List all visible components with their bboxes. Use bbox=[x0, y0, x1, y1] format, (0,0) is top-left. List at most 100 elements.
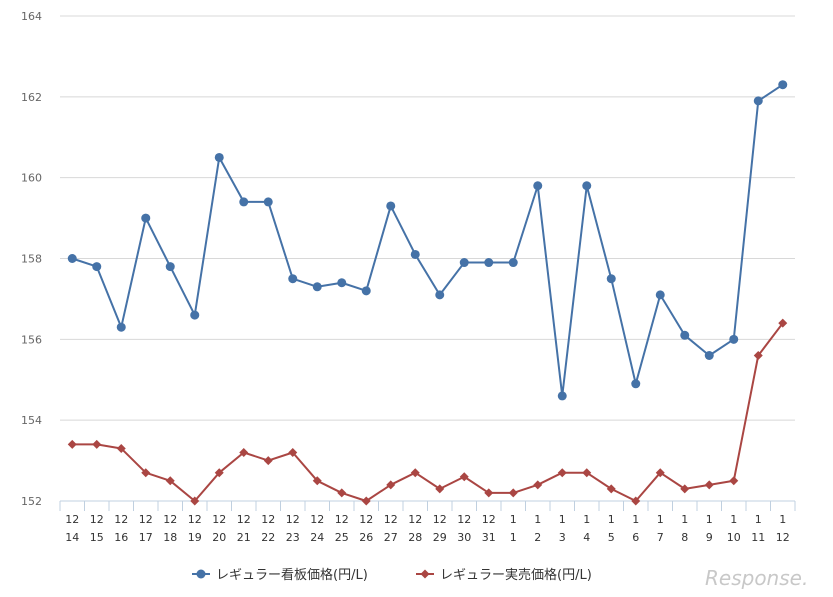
series-2 bbox=[67, 318, 788, 506]
data-point bbox=[165, 262, 175, 272]
data-point bbox=[214, 468, 224, 478]
data-point bbox=[484, 488, 494, 498]
data-point bbox=[680, 330, 690, 340]
data-point bbox=[508, 258, 518, 268]
data-point bbox=[141, 213, 151, 223]
x-tick-label: 12 18 bbox=[163, 513, 177, 544]
data-point bbox=[557, 468, 567, 478]
x-tick-label: 12 30 bbox=[457, 513, 471, 544]
data-point bbox=[386, 480, 396, 490]
data-point bbox=[67, 439, 77, 449]
data-point bbox=[410, 249, 420, 259]
data-point bbox=[582, 468, 592, 478]
x-tick-label: 12 21 bbox=[237, 513, 251, 544]
data-point bbox=[508, 488, 518, 498]
data-point bbox=[361, 496, 371, 506]
x-tick-label: 12 25 bbox=[335, 513, 349, 544]
data-point bbox=[67, 254, 77, 263]
data-point bbox=[116, 322, 126, 332]
y-tick-label: 156 bbox=[21, 333, 42, 346]
x-tick-label: 12 15 bbox=[90, 513, 104, 544]
x-tick-label: 12 26 bbox=[359, 513, 373, 544]
legend-label: レギュラー実売価格(円/L) bbox=[440, 567, 592, 583]
data-point bbox=[239, 197, 249, 207]
y-tick-label: 164 bbox=[21, 10, 42, 23]
data-point bbox=[165, 476, 175, 486]
legend-label: レギュラー看板価格(円/L) bbox=[216, 567, 368, 583]
data-point bbox=[312, 476, 322, 486]
x-tick-label: 12 16 bbox=[114, 513, 128, 544]
data-point bbox=[704, 480, 714, 490]
x-tick-label: 12 22 bbox=[261, 513, 275, 544]
series-1 bbox=[67, 80, 788, 401]
data-point bbox=[655, 468, 665, 478]
data-point bbox=[729, 476, 739, 486]
legend-marker bbox=[420, 569, 430, 579]
data-point bbox=[337, 488, 347, 498]
data-point bbox=[533, 181, 543, 191]
data-point bbox=[116, 443, 126, 453]
data-point bbox=[288, 448, 298, 457]
data-point bbox=[729, 334, 739, 344]
data-point bbox=[386, 201, 396, 211]
series-line bbox=[71, 83, 784, 397]
data-point bbox=[753, 351, 763, 360]
data-point bbox=[288, 274, 298, 284]
data-point bbox=[778, 318, 788, 328]
x-tick-label: 12 19 bbox=[188, 513, 202, 544]
y-tick-label: 152 bbox=[21, 495, 42, 508]
data-point bbox=[631, 379, 641, 389]
x-tick-label: 1 12 bbox=[776, 513, 790, 544]
x-tick-label: 12 27 bbox=[384, 513, 398, 544]
series-layer bbox=[67, 80, 788, 506]
x-tick-label: 12 17 bbox=[139, 513, 153, 544]
data-point bbox=[435, 290, 445, 300]
y-axis: 152 154 156 158 160 162 164 bbox=[21, 10, 42, 508]
legend-item-2: レギュラー実売価格(円/L) bbox=[416, 567, 592, 583]
watermark-logo: Response. bbox=[705, 566, 808, 590]
data-point bbox=[337, 278, 347, 288]
data-point bbox=[190, 496, 200, 506]
data-point bbox=[778, 80, 788, 90]
data-point bbox=[190, 310, 200, 320]
data-point bbox=[582, 181, 592, 191]
x-tick-label: 12 28 bbox=[408, 513, 422, 544]
x-tick-label: 12 31 bbox=[482, 513, 496, 544]
data-point bbox=[484, 258, 494, 268]
data-point bbox=[459, 472, 469, 482]
data-point bbox=[435, 484, 445, 494]
data-point bbox=[606, 484, 616, 494]
data-point bbox=[214, 152, 224, 162]
legend-item-1: レギュラー看板価格(円/L) bbox=[192, 567, 368, 583]
grid-layer bbox=[60, 15, 795, 502]
x-tick-label: 12 29 bbox=[433, 513, 447, 544]
data-point bbox=[312, 282, 322, 292]
data-point bbox=[361, 286, 371, 296]
data-point bbox=[631, 496, 641, 506]
data-point bbox=[239, 448, 249, 457]
x-tick-label: 12 20 bbox=[212, 513, 226, 544]
y-tick-label: 162 bbox=[21, 91, 42, 104]
data-point bbox=[92, 439, 102, 449]
data-point bbox=[680, 484, 690, 494]
data-point bbox=[92, 262, 102, 272]
series-line bbox=[72, 322, 784, 502]
y-tick-label: 160 bbox=[21, 172, 42, 185]
x-tick-label: 1 11 bbox=[751, 513, 765, 544]
x-tick-label: 12 23 bbox=[286, 513, 300, 544]
data-point bbox=[533, 480, 543, 490]
data-point bbox=[606, 274, 616, 284]
y-tick-label: 154 bbox=[21, 414, 42, 427]
